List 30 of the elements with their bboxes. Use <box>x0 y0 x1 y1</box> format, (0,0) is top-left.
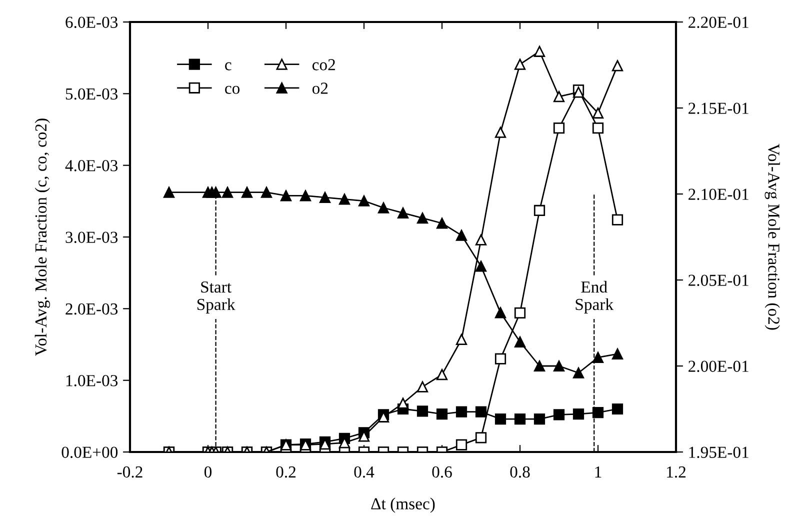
y-axis-title: Vol-Avg. Mole Fraction (c, co, co2) <box>34 118 50 356</box>
y2-tick-label: 1.95E-01 <box>689 446 748 458</box>
legend-label: co <box>225 86 240 94</box>
y-tick-label: 3.0E-03 <box>66 232 118 244</box>
y2-tick-label: 2.10E-01 <box>688 188 748 200</box>
x-tick-label: 0.2 <box>276 466 296 478</box>
legend-label: c <box>225 62 232 70</box>
x-tick-label: 1.2 <box>667 466 686 478</box>
x-tick-label: 0.6 <box>432 466 452 478</box>
x-tick-label: 0 <box>204 466 212 478</box>
ref-line-label: End Spark <box>576 280 614 314</box>
x-tick-label: 0.4 <box>354 466 374 478</box>
y2-tick-label: 2.15E-01 <box>688 102 748 114</box>
legend-label: co2 <box>312 59 335 70</box>
y-tick-label: 0.0E+00 <box>62 446 118 458</box>
ref-line-label: Start Spark <box>197 281 236 314</box>
y-tick-label: 1.0E-03 <box>66 375 118 386</box>
legend-label: o2 <box>312 82 328 94</box>
y2-tick-label: 2.05E-01 <box>688 274 748 286</box>
x-tick-label: 0.8 <box>510 466 530 478</box>
y2-tick-label: 2.20E-01 <box>688 16 748 28</box>
x-axis-title: Δt (msec) <box>371 498 435 513</box>
y2-axis-title: Vol-Avg Mole Fraction (o2) <box>764 144 780 330</box>
y-tick-label: 5.0E-03 <box>66 88 118 100</box>
y-tick-label: 6.0E-03 <box>66 16 118 28</box>
y-tick-label: 2.0E-03 <box>66 303 118 315</box>
x-tick-label: 1 <box>595 466 602 478</box>
x-tick-label: -0.2 <box>117 466 142 478</box>
y2-tick-label: 2.00E-01 <box>688 360 748 372</box>
y-tick-label: 4.0E-03 <box>65 160 118 172</box>
